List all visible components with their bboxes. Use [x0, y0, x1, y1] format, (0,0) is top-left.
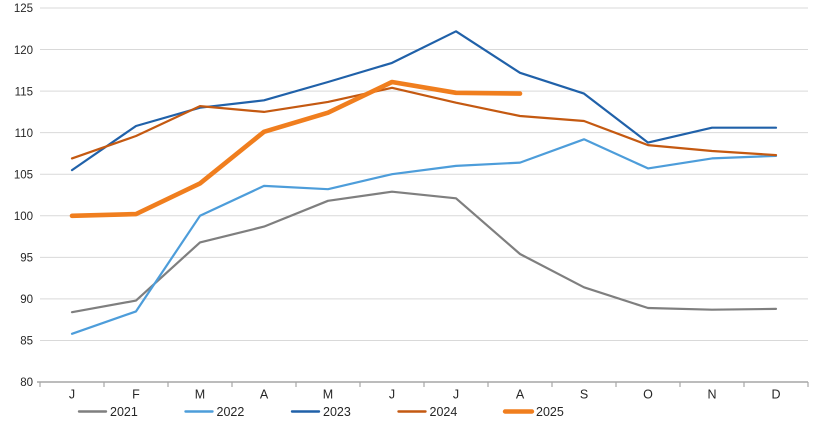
- x-axis-label: O: [643, 388, 653, 402]
- x-axis-label: M: [323, 388, 333, 402]
- x-axis-label: J: [453, 388, 459, 402]
- legend-item-2023: 2023: [290, 405, 351, 419]
- x-axis-label: J: [69, 388, 75, 402]
- x-axis-label: D: [771, 388, 780, 402]
- series-line-2022: [70, 138, 778, 335]
- series-line-2021: [70, 190, 778, 314]
- series-line-2025: [69, 79, 523, 219]
- legend-item-2021: 2021: [77, 405, 138, 419]
- legend-item-2025: 2025: [502, 405, 564, 419]
- y-axis-label: 125: [14, 3, 33, 15]
- x-axis-label: M: [195, 388, 205, 402]
- y-axis-label: 105: [14, 169, 33, 181]
- legend-label-2021: 2021: [110, 405, 138, 419]
- x-axis-label: J: [389, 388, 395, 402]
- x-axis-label: S: [580, 388, 588, 402]
- legend-item-2022: 2022: [184, 405, 245, 419]
- y-axis-label: 100: [14, 211, 33, 223]
- legend-item-2024: 2024: [397, 405, 458, 419]
- legend-label-2024: 2024: [430, 405, 458, 419]
- y-axis-label: 90: [20, 294, 33, 306]
- x-axis-label: N: [707, 388, 716, 402]
- y-axis-label: 120: [14, 45, 33, 57]
- series-line-2024: [70, 86, 778, 160]
- x-axis-label: A: [260, 388, 269, 402]
- x-axis-label: F: [132, 388, 140, 402]
- series-line-2023: [70, 30, 778, 172]
- legend-label-2023: 2023: [323, 405, 351, 419]
- y-axis-label: 115: [15, 86, 33, 98]
- y-axis-label: 110: [15, 128, 33, 140]
- legend-label-2025: 2025: [536, 405, 564, 419]
- y-axis-label: 95: [20, 253, 33, 265]
- x-axis-label: A: [516, 388, 525, 402]
- legend-label-2022: 2022: [217, 405, 245, 419]
- y-axis-label: 80: [20, 377, 33, 389]
- y-axis-label: 85: [20, 336, 33, 348]
